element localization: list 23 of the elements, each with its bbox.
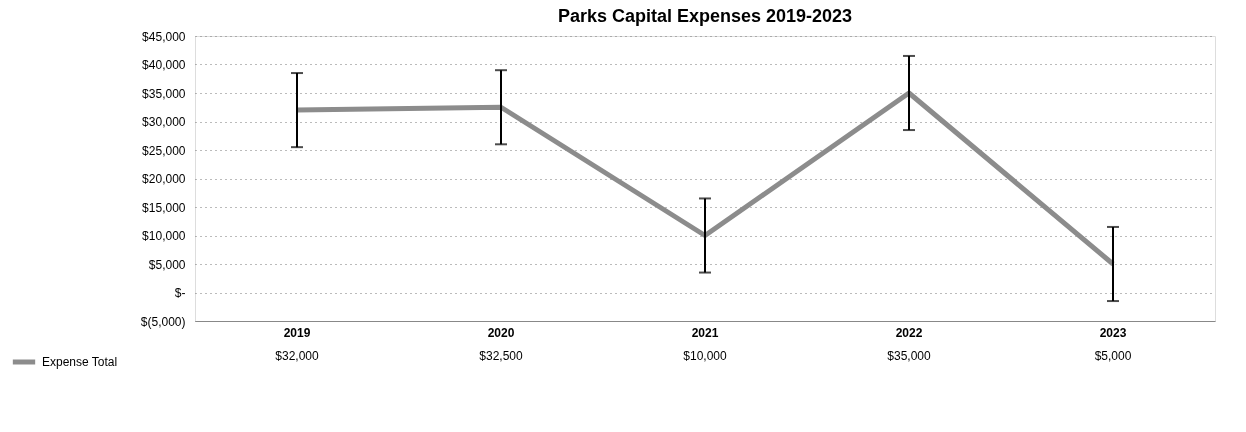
x-tick-label: 2019 xyxy=(283,325,311,340)
y-tick-label: $20,000 xyxy=(142,172,186,186)
data-label: $5,000 xyxy=(1094,349,1132,363)
y-tick-label: $5,000 xyxy=(148,257,186,272)
y-tick-label: $- xyxy=(174,286,186,300)
y-tick-label: $15,000 xyxy=(142,200,186,215)
chart-title: Parks Capital Expenses 2019-2023 xyxy=(557,6,853,26)
x-tick-label: 2020 xyxy=(487,325,515,340)
x-tick-label: 2021 xyxy=(691,325,719,340)
y-tick-label: $40,000 xyxy=(142,58,186,72)
x-tick-label: 2023 xyxy=(1099,325,1127,340)
y-tick-label: $(5,000) xyxy=(140,314,186,329)
y-tick-label: $35,000 xyxy=(142,86,186,101)
data-label: $10,000 xyxy=(683,349,728,363)
y-tick-label: $45,000 xyxy=(142,29,186,44)
x-tick-label: 2022 xyxy=(895,325,923,340)
y-tick-label: $10,000 xyxy=(142,229,186,243)
y-tick-label: $30,000 xyxy=(142,115,186,129)
y-tick-label: $25,000 xyxy=(142,143,186,158)
data-label: $32,500 xyxy=(479,349,524,363)
data-label: $35,000 xyxy=(887,349,932,363)
data-label: $32,000 xyxy=(275,349,320,363)
legend-label: Expense Total xyxy=(42,355,118,369)
